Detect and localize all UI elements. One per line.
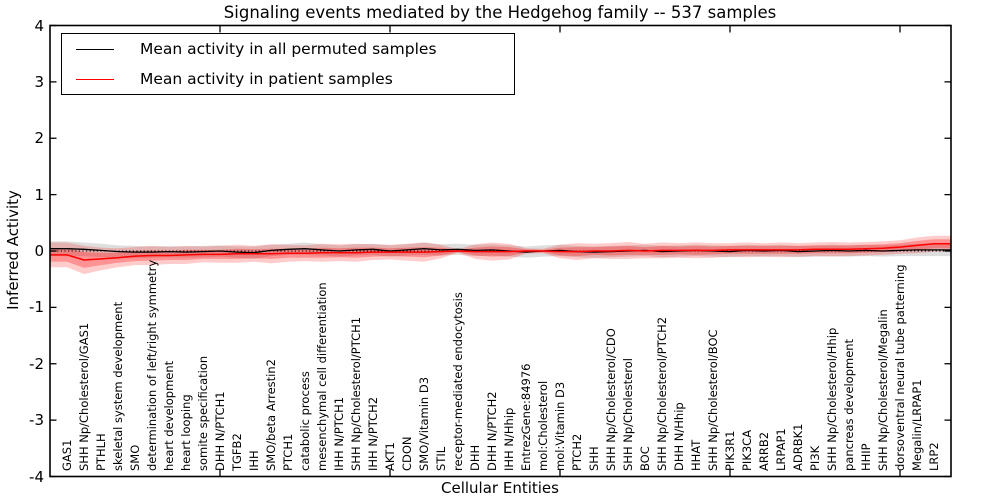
x-tick-label: Megalin/LRPAP1	[909, 379, 924, 471]
x-tick-label: receptor-mediated endocytosis	[450, 292, 465, 471]
x-tick-label: GAS1	[59, 439, 74, 471]
x-tick-label: SHH Np/Cholesterol/Hhip	[824, 327, 839, 471]
x-tick-label: PIK3CA	[739, 429, 754, 471]
x-tick-label: STIL	[433, 446, 448, 471]
x-tick-label: skeletal system development	[110, 301, 125, 471]
x-tick-label: AKT1	[382, 442, 397, 471]
x-tick-label: PTCH1	[280, 433, 295, 471]
x-tick-label: PTHLH	[93, 433, 108, 471]
x-tick-label: heart looping	[178, 394, 193, 471]
x-tick-label: BOC	[637, 446, 652, 471]
y-tick-label: 1	[34, 185, 44, 204]
x-tick-label: DHH	[467, 444, 482, 471]
legend-entry-permuted: Mean activity in all permuted samples	[62, 40, 514, 58]
x-tick-label: IHH	[246, 450, 261, 471]
x-tick-label: DHH N/Hhip	[671, 402, 686, 471]
x-tick-label: SHH Np/Cholesterol/BOC	[705, 329, 720, 471]
x-tick-label: TGFB2	[229, 433, 244, 471]
x-tick-label: catabolic process	[297, 371, 312, 471]
x-tick-label: ADRBK1	[790, 423, 805, 471]
y-tick-label: 3	[34, 72, 44, 91]
x-tick-label: pancreas development	[841, 338, 856, 471]
x-tick-label: PIK3R1	[722, 430, 737, 472]
permuted-line-sample-icon	[76, 48, 114, 50]
x-tick-label: somite specification	[195, 355, 210, 471]
x-tick-label: determination of left/right symmetry	[144, 259, 159, 471]
chart-title: Signaling events mediated by the Hedgeho…	[223, 3, 777, 22]
x-tick-label: LRPAP1	[773, 428, 788, 471]
patient-line-sample-icon	[76, 78, 114, 80]
x-tick-label: mesenchymal cell differentiation	[314, 282, 329, 471]
y-tick-label: 2	[34, 129, 44, 148]
x-tick-label: mol:Cholesterol	[535, 380, 550, 471]
x-tick-label: EntrezGene:84976	[518, 363, 533, 471]
y-tick-label: 4	[34, 16, 44, 35]
x-tick-label: SMO/beta Arrestin2	[263, 359, 278, 471]
legend: Mean activity in all permuted samples Me…	[61, 33, 515, 95]
permuted-mean-line	[50, 248, 951, 254]
x-tick-label: SHH Np/Cholesterol/PTCH1	[348, 316, 363, 471]
y-tick-label: -3	[29, 411, 44, 430]
y-tick-label: -1	[29, 298, 44, 317]
x-axis-label: Cellular Entities	[441, 479, 559, 497]
x-tick-label: HHIP	[858, 443, 873, 471]
x-tick-label: HHAT	[688, 439, 703, 471]
y-tick-label: 0	[34, 242, 44, 260]
x-tick-label: SHH Np/Cholesterol/PTCH2	[654, 316, 669, 471]
legend-label-permuted: Mean activity in all permuted samples	[140, 40, 437, 58]
y-tick-label: -2	[29, 354, 44, 373]
x-tick-label: IHH N/PTCH2	[365, 396, 380, 471]
patient-band-inner	[50, 239, 951, 268]
x-tick-label: SHH Np/Cholesterol	[620, 358, 635, 471]
x-tick-label: SHH Np/Cholesterol/Megalin	[875, 309, 890, 471]
x-tick-label: IHH N/PTCH1	[331, 396, 346, 471]
patient-band-outer	[50, 235, 951, 275]
x-tick-label: PTCH2	[569, 433, 584, 471]
x-tick-label: CDON	[399, 436, 414, 471]
x-tick-label: SHH Np/Cholesterol/CDO	[603, 328, 618, 471]
y-tick-label: -4	[29, 467, 44, 486]
x-tick-label: SMO	[127, 444, 142, 471]
x-tick-label: SHH	[586, 446, 601, 471]
x-tick-label: IHH N/Hhip	[501, 407, 516, 471]
patient-mean-line	[50, 242, 951, 261]
legend-entry-patient: Mean activity in patient samples	[62, 70, 514, 88]
x-tick-label: DHH N/PTCH1	[212, 391, 227, 471]
x-tick-label: LRP2	[926, 442, 941, 471]
x-tick-label: ARRB2	[756, 431, 771, 471]
x-tick-label: DHH N/PTCH2	[484, 391, 499, 471]
x-tick-label: SHH Np/Cholesterol/GAS1	[76, 322, 91, 471]
x-tick-label: SMO/Vitamin D3	[416, 376, 431, 471]
x-tick-label: dorsoventral neural tube patterning	[892, 264, 907, 471]
x-tick-label: heart development	[161, 360, 176, 471]
legend-label-patient: Mean activity in patient samples	[140, 70, 393, 88]
x-tick-label: PI3K	[807, 445, 822, 471]
x-tick-label: mol:Vitamin D3	[552, 381, 567, 471]
